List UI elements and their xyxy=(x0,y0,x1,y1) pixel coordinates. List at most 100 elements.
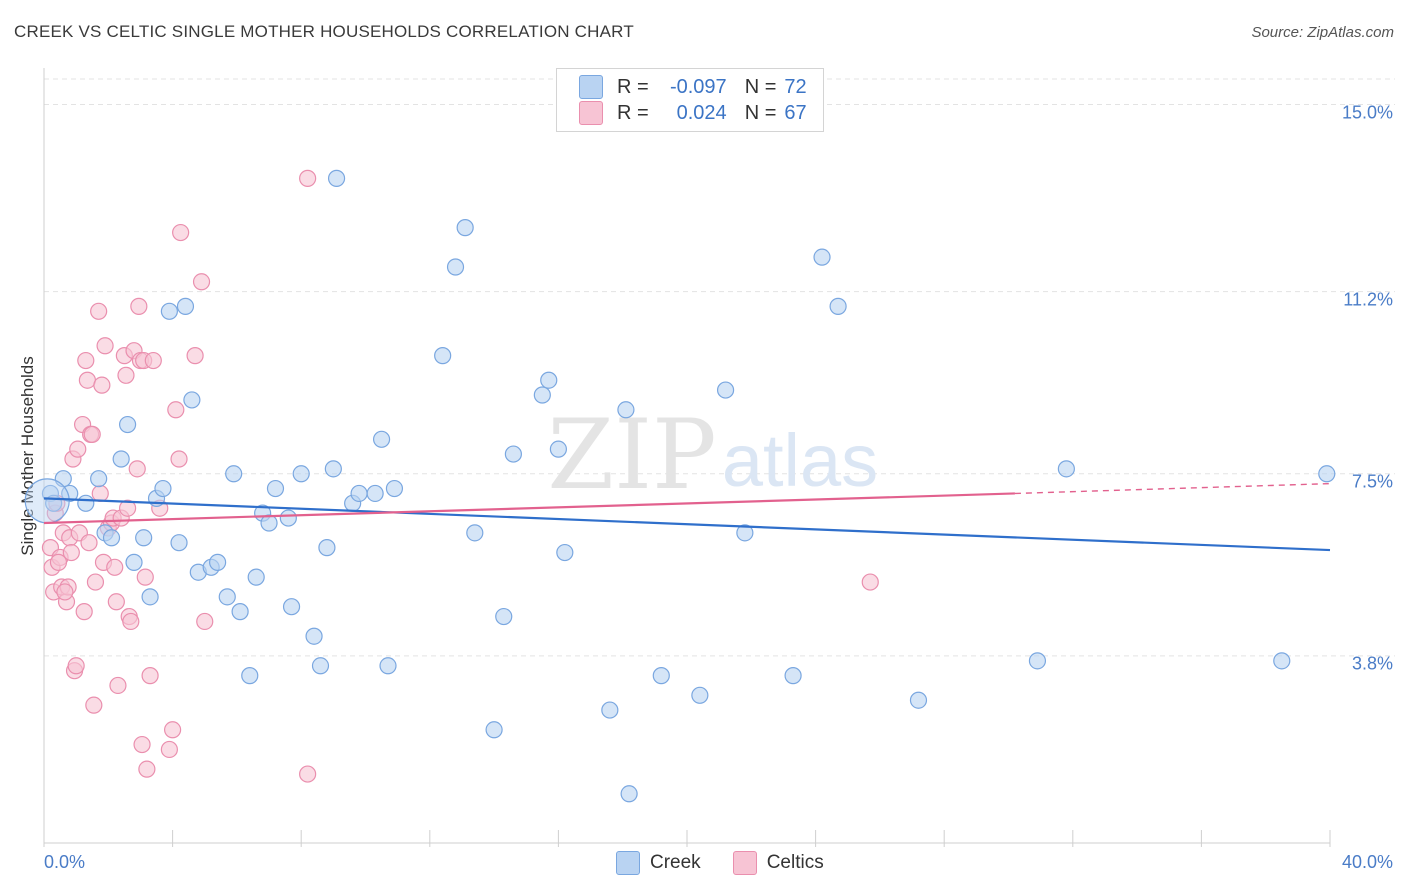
celtics-point xyxy=(75,603,93,621)
creek-r-value: -0.097 xyxy=(669,75,727,98)
celtics-point xyxy=(62,543,80,562)
creek-n-label: N = xyxy=(744,75,777,98)
creek-point xyxy=(318,539,336,557)
creek-point xyxy=(327,169,346,187)
creek-point xyxy=(495,607,513,626)
creek-point xyxy=(225,465,243,483)
creek-swatch xyxy=(579,75,603,99)
celtics-point xyxy=(122,612,140,631)
creek-point xyxy=(556,543,574,562)
creek-point xyxy=(1057,460,1075,478)
creek-point xyxy=(125,553,143,571)
creek-point xyxy=(324,460,342,478)
watermark: ZIP atlas xyxy=(547,399,878,511)
creek-point xyxy=(736,524,754,542)
celtics-legend-swatch xyxy=(732,851,757,875)
legend-item-creek[interactable]: Creek xyxy=(616,851,701,875)
celtics-trend-extension xyxy=(1014,482,1331,495)
celtics-point xyxy=(141,667,159,685)
celtics-point xyxy=(106,558,124,576)
celtics-point xyxy=(109,676,127,695)
y-tick-label: 11.2% xyxy=(1343,289,1393,310)
celtics-point xyxy=(186,347,204,365)
creek-point xyxy=(90,470,108,488)
celtics-point xyxy=(77,351,95,370)
creek-point xyxy=(279,509,297,527)
creek-point xyxy=(305,627,323,645)
creek-point xyxy=(1318,465,1336,483)
creek-point xyxy=(601,701,619,719)
trend-lines xyxy=(43,482,1331,552)
celtics-point xyxy=(86,573,105,591)
x-tick-min: 0.0% xyxy=(44,852,86,872)
legend-row-creek: R = -0.097 N = 72 xyxy=(579,74,807,100)
source-label: Source: ZipAtlas.com xyxy=(1251,24,1394,41)
celtics-n-label: N = xyxy=(744,101,777,124)
y-tick-label: 7.5% xyxy=(1351,471,1393,492)
celtics-point xyxy=(91,484,109,503)
creek-point xyxy=(118,415,137,434)
creek-trend-line xyxy=(43,497,1331,552)
gridlines xyxy=(44,78,1395,657)
celtics-point xyxy=(107,593,125,611)
creek-legend-label: Creek xyxy=(650,852,701,873)
creek-point xyxy=(77,494,95,512)
creek-cluster-point xyxy=(24,478,70,524)
celtics-r-label: R = xyxy=(617,101,649,124)
creek-point xyxy=(379,657,397,675)
legend-item-celtics[interactable]: Celtics xyxy=(732,851,824,875)
celtics-point xyxy=(144,351,162,370)
celtics-point xyxy=(138,760,156,778)
celtics-point xyxy=(167,401,185,419)
creek-point xyxy=(533,386,551,404)
celtics-point xyxy=(130,297,148,315)
creek-point xyxy=(446,258,465,276)
celtics-point xyxy=(96,337,114,355)
creek-point xyxy=(209,553,227,571)
legend-row-celtics: R = 0.024 N = 67 xyxy=(579,100,807,126)
creek-point xyxy=(434,347,452,365)
creek-point xyxy=(909,691,928,709)
creek-point xyxy=(829,297,847,315)
creek-point xyxy=(260,514,278,532)
creek-points xyxy=(24,169,1336,803)
creek-point xyxy=(549,440,568,458)
creek-point xyxy=(784,667,802,685)
creek-point xyxy=(135,529,153,547)
creek-point xyxy=(176,297,195,315)
watermark-zip: ZIP xyxy=(547,399,716,511)
creek-point xyxy=(372,430,391,448)
celtics-point xyxy=(160,740,178,759)
creek-point xyxy=(241,667,259,685)
creek-r-label: R = xyxy=(617,75,649,98)
creek-point xyxy=(311,657,330,675)
creek-point xyxy=(652,667,670,685)
celtics-point xyxy=(90,302,108,320)
celtics-point xyxy=(67,657,85,675)
celtics-point xyxy=(192,273,211,291)
creek-point xyxy=(504,445,522,463)
creek-point xyxy=(154,479,172,498)
creek-point xyxy=(691,686,709,704)
creek-point xyxy=(218,588,236,606)
creek-point xyxy=(112,450,130,468)
celtics-point xyxy=(83,425,101,443)
celtics-point xyxy=(136,568,154,586)
x-tick-max: 40.0% xyxy=(1341,852,1393,872)
creek-point xyxy=(266,479,285,498)
creek-point xyxy=(385,479,404,498)
axes xyxy=(43,68,1331,847)
celtics-point xyxy=(80,534,98,552)
stats-legend: R = -0.097 N = 72 R = 0.024 N = 67 xyxy=(556,68,824,132)
celtics-point xyxy=(128,460,146,478)
creek-point xyxy=(485,721,503,739)
creek-legend-swatch xyxy=(616,851,640,875)
celtics-point xyxy=(117,366,135,384)
celtics-point xyxy=(861,573,879,591)
creek-point xyxy=(1273,652,1291,670)
creek-point xyxy=(466,524,484,542)
creek-point xyxy=(366,484,384,503)
celtics-point xyxy=(299,765,317,783)
creek-point xyxy=(282,598,301,616)
